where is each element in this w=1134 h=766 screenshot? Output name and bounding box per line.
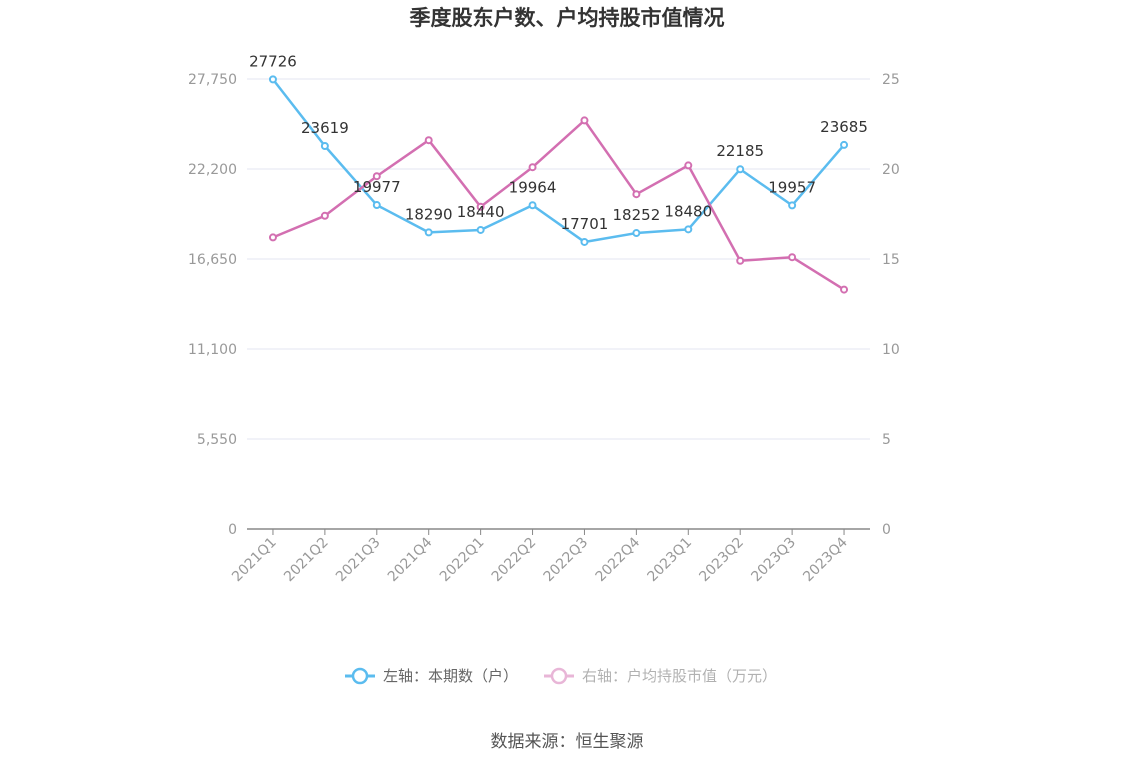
y-right-tick-label: 10 (882, 342, 900, 358)
data-point-right (788, 253, 797, 262)
data-point-left (372, 201, 381, 210)
x-tick-label: 2021Q3 (333, 535, 384, 586)
data-label: 23619 (301, 119, 349, 137)
y-right-tick-label: 15 (882, 252, 900, 268)
x-tick-label: 2022Q1 (437, 535, 488, 586)
source-note: 数据来源：恒生聚源 (491, 732, 644, 752)
data-label: 23685 (820, 118, 868, 136)
y-left-tick-label: 5,550 (197, 432, 237, 448)
data-point-left (320, 141, 329, 150)
data-point-left (424, 228, 433, 237)
data-point-left (684, 225, 693, 234)
y-left-tick-label: 22,200 (188, 162, 237, 178)
data-point-right (320, 211, 329, 220)
data-label: 19977 (353, 178, 401, 196)
data-point-left (788, 201, 797, 210)
data-label: 19964 (509, 178, 557, 196)
y-right-tick-label: 20 (882, 162, 900, 178)
legend-label: 左轴：本期数（户） (383, 667, 518, 685)
data-point-right (372, 172, 381, 181)
grid (247, 78, 870, 440)
data-label: 18480 (664, 202, 712, 220)
data-point-right (424, 136, 433, 145)
series-line-left (271, 78, 845, 244)
data-label: 18290 (405, 205, 453, 223)
legend-label: 右轴：户均持股市值（万元） (582, 667, 777, 685)
data-point-left (736, 165, 745, 174)
data-point-right (840, 285, 849, 294)
x-tick-label: 2023Q4 (800, 534, 851, 585)
data-point-left (268, 75, 277, 84)
data-label: 18440 (457, 203, 505, 221)
data-label: 18252 (613, 206, 661, 224)
y-right-tick-label: 5 (882, 432, 891, 448)
data-point-right (528, 163, 537, 172)
data-point-left (580, 237, 589, 246)
x-tick-label: 2021Q2 (281, 535, 332, 586)
legend-swatch-marker (351, 667, 369, 685)
x-tick-label: 2023Q1 (645, 535, 696, 586)
x-tick-label: 2021Q1 (229, 535, 280, 586)
y-left-tick-label: 11,100 (188, 342, 237, 358)
series (268, 75, 849, 294)
y-left-tick-label: 16,650 (188, 252, 237, 268)
series-line-right (272, 119, 845, 291)
y-left-tick-label: 27,750 (188, 72, 237, 88)
y-left-tick-label: 0 (228, 522, 237, 538)
data-point-right (736, 256, 745, 265)
data-point-left (528, 201, 537, 210)
data-point-right (268, 233, 277, 242)
data-point-right (476, 202, 485, 211)
chart-title: 季度股东户数、户均持股市值情况 (410, 6, 725, 30)
legend-item: 右轴：户均持股市值（万元） (544, 667, 777, 685)
data-label: 17701 (561, 215, 609, 233)
data-point-right (684, 161, 693, 170)
x-tick-label: 2022Q4 (593, 534, 644, 585)
legend-swatch-marker (550, 667, 568, 685)
x-tick-label: 2022Q2 (489, 535, 540, 586)
data-point-right (580, 116, 589, 125)
data-label: 27726 (249, 52, 297, 70)
legend-item: 左轴：本期数（户） (345, 667, 518, 685)
data-point-left (476, 225, 485, 234)
axes: 0 0 5,550 5 11,100 10 16,650 15 22,200 20 27,750 25… (188, 72, 900, 585)
x-tick-label: 2022Q3 (541, 535, 592, 586)
x-tick-label: 2023Q2 (696, 535, 747, 586)
x-tick-label: 2023Q3 (748, 535, 799, 586)
data-label: 19957 (768, 178, 816, 196)
data-point-right (632, 190, 641, 199)
data-point-left (840, 140, 849, 149)
data-label: 22185 (716, 142, 764, 160)
legend: 左轴：本期数（户） 右轴：户均持股市值（万元） (345, 667, 777, 685)
y-right-tick-label: 25 (882, 72, 900, 88)
x-tick-label: 2021Q4 (385, 534, 436, 585)
y-right-tick-label: 0 (882, 522, 891, 538)
data-point-left (632, 229, 641, 238)
